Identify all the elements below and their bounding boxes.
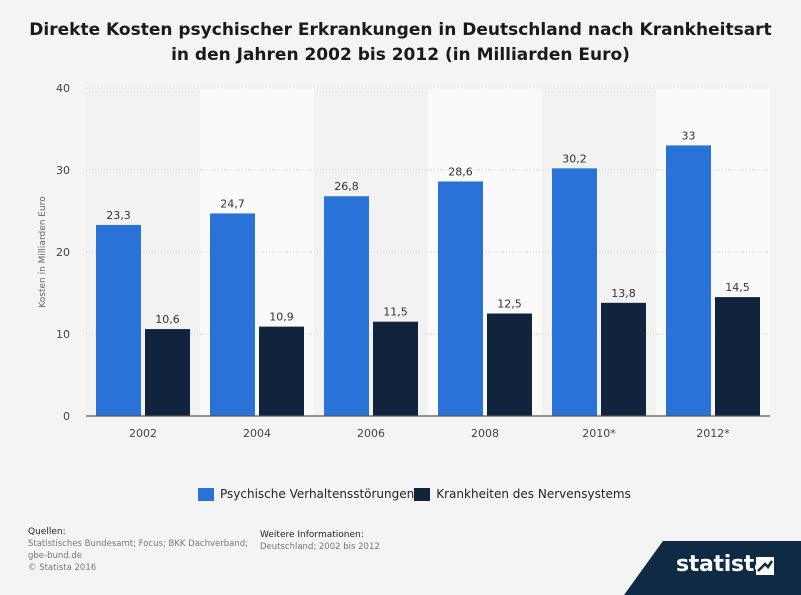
- statista-logo[interactable]: statista: [676, 552, 769, 577]
- data-label: 12,5: [497, 298, 522, 311]
- bar-nerven: [487, 313, 532, 416]
- data-label: 24,7: [220, 197, 245, 210]
- legend-item-series-2: Krankheiten des Nervensystems: [414, 487, 631, 501]
- sources-line-2: gbe-bund.de: [28, 551, 82, 561]
- bar-psychisch: [438, 181, 483, 416]
- bar-nerven: [145, 329, 190, 416]
- x-tick-label: 2002: [129, 427, 157, 440]
- data-label: 23,3: [106, 209, 131, 222]
- data-label: 30,2: [562, 152, 587, 165]
- y-tick-label: 10: [56, 328, 70, 341]
- x-tick-label: 2008: [471, 427, 499, 440]
- x-tick-label: 2006: [357, 427, 385, 440]
- bar-psychisch: [666, 145, 711, 416]
- data-label: 13,8: [611, 287, 636, 300]
- data-label: 10,6: [155, 313, 180, 326]
- x-tick-label: 2004: [243, 427, 271, 440]
- y-tick-label: 30: [56, 164, 70, 177]
- legend-item-series-1: Psychische Verhaltensstörungen: [198, 487, 414, 501]
- x-tick-label: 2010*: [582, 427, 616, 440]
- statista-logo-icon: [756, 557, 774, 575]
- legend-swatch-series-1: [198, 487, 214, 501]
- sources-line-3: © Statista 2016: [28, 563, 97, 573]
- more-info-heading: Weitere Informationen:: [260, 530, 364, 540]
- sources-block: Quellen: Statistisches Bundesamt; Focus;…: [28, 526, 253, 574]
- chart-title: Direkte Kosten psychischer Erkrankungen …: [0, 18, 801, 68]
- chart-title-line-2: in den Jahren 2002 bis 2012 (in Milliard…: [171, 45, 630, 65]
- more-info-text: Deutschland; 2002 bis 2012: [260, 542, 380, 552]
- data-label: 26,8: [334, 180, 359, 193]
- y-tick-label: 20: [56, 246, 70, 259]
- y-tick-label: 0: [63, 410, 70, 423]
- bar-psychisch: [210, 213, 255, 416]
- x-tick-label: 2012*: [696, 427, 730, 440]
- data-label: 28,6: [448, 165, 473, 178]
- y-tick-label: 40: [56, 82, 70, 95]
- data-label: 10,9: [269, 311, 294, 324]
- y-axis-label: Kosten in Milliarden Euro: [38, 196, 48, 308]
- legend-swatch-series-2: [414, 487, 431, 501]
- bar-nerven: [373, 321, 418, 416]
- more-info-block: Weitere Informationen: Deutschland; 2002…: [260, 529, 460, 553]
- chart-legend: Psychische Verhaltensstörungen Krankheit…: [198, 486, 631, 502]
- data-label: 11,5: [383, 306, 408, 319]
- bar-chart: 0 10 20 30 40 Kosten in Milliarden Euro 23,3 24…: [38, 82, 770, 440]
- sources-line-1: Statistisches Bundesamt; Focus; BKK Dach…: [28, 539, 248, 549]
- bar-psychisch: [96, 224, 141, 416]
- bar-nerven: [259, 326, 304, 416]
- sources-heading: Quellen:: [28, 527, 66, 537]
- bar-psychisch: [324, 196, 369, 416]
- bar-nerven: [715, 297, 760, 416]
- bar-psychisch: [552, 168, 597, 416]
- data-label: 33: [682, 129, 696, 142]
- data-label: 14,5: [725, 281, 750, 294]
- legend-label-series-1: Psychische Verhaltensstörungen: [220, 487, 415, 501]
- chart-title-line-1: Direkte Kosten psychischer Erkrankungen …: [29, 20, 772, 40]
- bar-nerven: [601, 302, 646, 416]
- legend-label-series-2: Krankheiten des Nervensystems: [436, 487, 631, 501]
